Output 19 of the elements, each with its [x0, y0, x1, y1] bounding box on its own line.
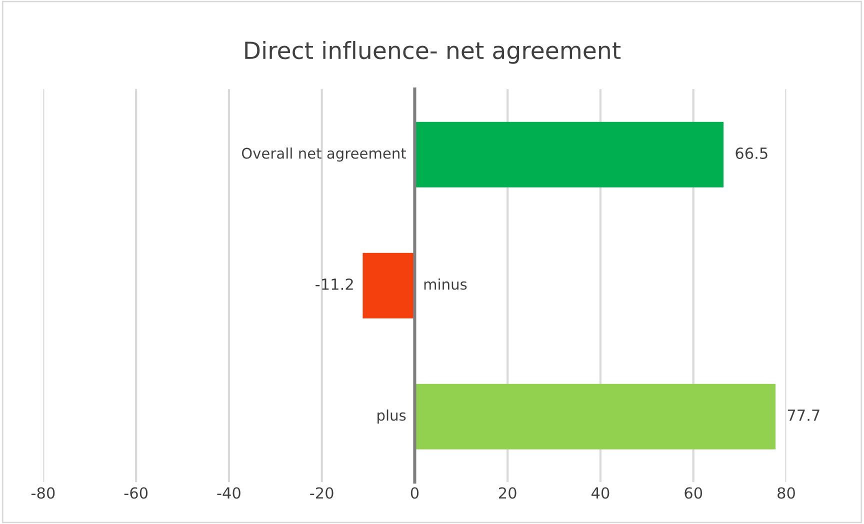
x-tick-label: -60: [124, 487, 148, 499]
y-tick-label: Overall net agreement: [242, 148, 406, 162]
x-tick-label: 40: [592, 487, 610, 499]
data-label: 66.5: [736, 147, 768, 160]
y-tick-label: minus: [424, 278, 467, 290]
data-label: -11.2: [316, 278, 353, 290]
chart-title: Direct influence- net agreement: [245, 40, 621, 64]
x-tick-label: -80: [31, 487, 55, 499]
x-tick-label: 0: [410, 487, 419, 499]
x-tick-label: -40: [217, 487, 240, 499]
x-tick-label: 20: [499, 487, 516, 499]
x-tick-label: 80: [778, 487, 795, 499]
bar: [362, 252, 415, 318]
bar: [414, 384, 776, 450]
x-tick-label: -20: [310, 487, 334, 499]
y-tick-label: plus: [378, 410, 406, 424]
x-tick-label: 60: [684, 487, 702, 499]
data-label: 77.7: [788, 410, 820, 421]
bar: [414, 122, 724, 188]
